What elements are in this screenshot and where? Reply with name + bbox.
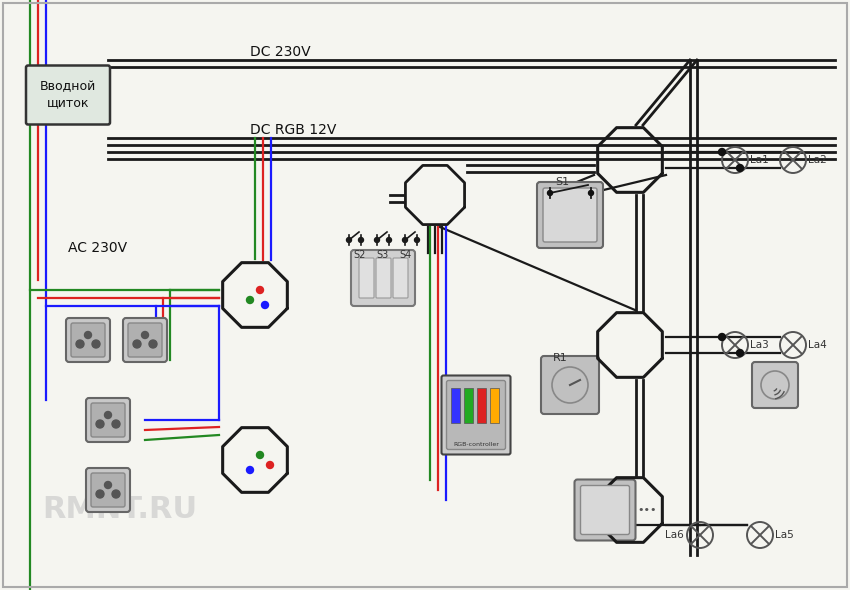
Text: La5: La5 — [775, 530, 794, 540]
FancyBboxPatch shape — [91, 403, 125, 437]
Circle shape — [262, 301, 269, 309]
FancyBboxPatch shape — [441, 375, 511, 454]
Text: DC 230V: DC 230V — [250, 45, 310, 59]
Circle shape — [133, 340, 141, 348]
FancyBboxPatch shape — [478, 388, 486, 422]
Circle shape — [547, 191, 552, 195]
FancyBboxPatch shape — [376, 258, 391, 298]
Circle shape — [149, 340, 157, 348]
FancyBboxPatch shape — [752, 362, 798, 408]
Circle shape — [588, 191, 593, 195]
FancyBboxPatch shape — [575, 480, 636, 540]
Text: •••: ••• — [637, 505, 656, 515]
Text: La3: La3 — [750, 340, 768, 350]
FancyBboxPatch shape — [541, 356, 599, 414]
Circle shape — [403, 238, 407, 242]
Text: La2: La2 — [808, 155, 827, 165]
Text: Вводной
щиток: Вводной щиток — [40, 80, 96, 110]
Circle shape — [415, 238, 420, 242]
FancyBboxPatch shape — [464, 388, 473, 422]
Text: AC 230V: AC 230V — [68, 241, 128, 255]
Circle shape — [387, 238, 392, 242]
Circle shape — [112, 420, 120, 428]
Text: RGB-controller: RGB-controller — [453, 442, 499, 447]
Text: S2: S2 — [354, 250, 366, 260]
Circle shape — [76, 340, 84, 348]
FancyBboxPatch shape — [71, 323, 105, 357]
Circle shape — [257, 451, 264, 458]
Circle shape — [105, 481, 111, 489]
FancyBboxPatch shape — [351, 250, 415, 306]
Text: S1: S1 — [555, 177, 569, 187]
Circle shape — [112, 490, 120, 498]
Circle shape — [105, 411, 111, 418]
Circle shape — [257, 287, 264, 293]
Text: R1: R1 — [552, 353, 567, 363]
FancyBboxPatch shape — [490, 388, 500, 422]
FancyBboxPatch shape — [26, 65, 110, 124]
FancyBboxPatch shape — [543, 188, 597, 242]
Text: La6: La6 — [666, 530, 684, 540]
Text: La4: La4 — [808, 340, 827, 350]
Circle shape — [347, 238, 352, 242]
FancyBboxPatch shape — [66, 318, 110, 362]
FancyBboxPatch shape — [91, 473, 125, 507]
FancyBboxPatch shape — [451, 388, 461, 422]
Text: S3: S3 — [377, 250, 389, 260]
FancyBboxPatch shape — [86, 398, 130, 442]
FancyBboxPatch shape — [446, 381, 506, 450]
FancyBboxPatch shape — [128, 323, 162, 357]
Circle shape — [736, 349, 744, 356]
FancyBboxPatch shape — [581, 486, 630, 535]
Text: RMNT.RU: RMNT.RU — [42, 496, 197, 525]
Circle shape — [718, 149, 726, 156]
Circle shape — [718, 333, 726, 340]
Circle shape — [246, 297, 253, 303]
Circle shape — [359, 238, 364, 242]
Circle shape — [141, 332, 149, 339]
Circle shape — [246, 467, 253, 474]
FancyBboxPatch shape — [86, 468, 130, 512]
Circle shape — [92, 340, 100, 348]
Circle shape — [96, 490, 104, 498]
FancyBboxPatch shape — [537, 182, 603, 248]
Text: DC RGB 12V: DC RGB 12V — [250, 123, 337, 137]
FancyBboxPatch shape — [359, 258, 374, 298]
FancyBboxPatch shape — [123, 318, 167, 362]
Circle shape — [84, 332, 92, 339]
Circle shape — [736, 165, 744, 172]
Text: S4: S4 — [400, 250, 412, 260]
Circle shape — [96, 420, 104, 428]
Circle shape — [267, 461, 274, 468]
FancyBboxPatch shape — [393, 258, 408, 298]
Circle shape — [375, 238, 379, 242]
Text: La1: La1 — [750, 155, 768, 165]
